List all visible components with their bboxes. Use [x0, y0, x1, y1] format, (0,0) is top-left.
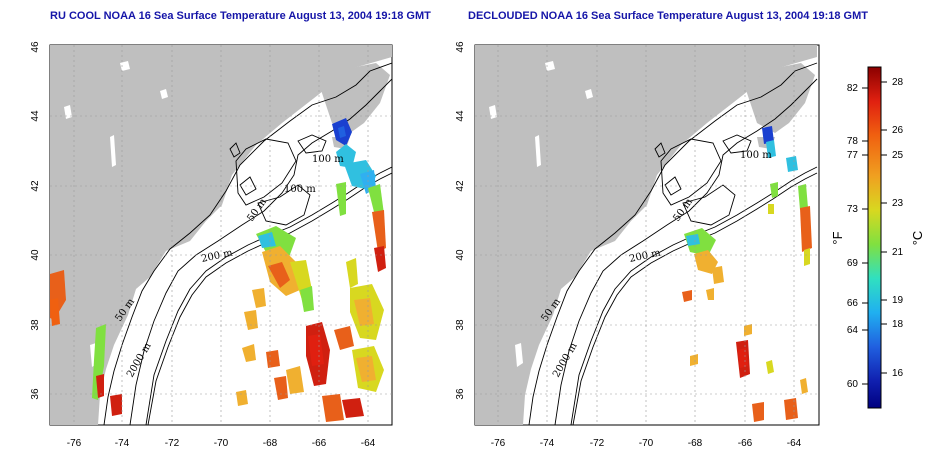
celsius-ticks: 28 26 25 23 21 19 18 16 — [881, 77, 904, 379]
x-tick-label: -76 — [67, 438, 82, 449]
celsius-tick-label: 28 — [892, 77, 904, 88]
x-tick-label: -74 — [540, 438, 555, 449]
left-panel-title: RU COOL NOAA 16 Sea Surface Temperature … — [50, 10, 431, 22]
x-tick-label: -76 — [491, 438, 506, 449]
x-tick-label: -72 — [590, 438, 605, 449]
y-tick-label: 36 — [455, 388, 466, 400]
celsius-tick-label: 18 — [892, 319, 904, 330]
fahrenheit-tick-label: 66 — [847, 298, 859, 309]
fahrenheit-unit-label: °F — [830, 231, 845, 244]
x-tick-label: -64 — [787, 438, 802, 449]
x-tick-label: -66 — [312, 438, 327, 449]
celsius-tick-label: 25 — [892, 150, 904, 161]
right-y-axis-ticks: 46 44 42 40 38 36 — [455, 41, 466, 400]
y-tick-label: 40 — [30, 249, 41, 261]
y-tick-label: 36 — [30, 388, 41, 400]
x-tick-label: -70 — [639, 438, 654, 449]
y-tick-label: 42 — [30, 180, 41, 192]
contour-label: 100 m — [740, 150, 772, 161]
celsius-tick-label: 16 — [892, 368, 904, 379]
left-sst-pixels — [50, 118, 386, 422]
y-tick-label: 44 — [30, 110, 41, 122]
left-y-axis-ticks: 46 44 42 40 38 36 — [30, 41, 41, 400]
celsius-unit-label: °C — [910, 231, 925, 246]
fahrenheit-tick-label: 60 — [847, 379, 859, 390]
celsius-tick-label: 21 — [892, 247, 904, 258]
temperature-colorbar: 82 78 77 73 69 66 64 60 28 26 25 23 21 1… — [830, 66, 925, 409]
left-grid — [50, 45, 392, 425]
x-tick-label: -68 — [688, 438, 703, 449]
x-tick-label: -66 — [738, 438, 753, 449]
y-tick-label: 46 — [30, 41, 41, 53]
celsius-tick-label: 19 — [892, 295, 904, 306]
fahrenheit-ticks: 82 78 77 73 69 66 64 60 — [847, 83, 868, 390]
x-tick-label: -68 — [263, 438, 278, 449]
right-map-panel: 100 m 50 m 200 m 50 m 2000 m -76 -74 -72… — [455, 41, 820, 449]
fahrenheit-tick-label: 73 — [847, 204, 859, 215]
celsius-tick-label: 23 — [892, 198, 904, 209]
y-tick-label: 38 — [455, 319, 466, 331]
x-tick-label: -70 — [214, 438, 229, 449]
x-tick-label: -64 — [361, 438, 376, 449]
fahrenheit-tick-label: 64 — [847, 325, 859, 336]
y-tick-label: 38 — [30, 319, 41, 331]
fahrenheit-tick-label: 69 — [847, 258, 859, 269]
right-x-axis-ticks: -76 -74 -72 -70 -68 -66 -64 — [491, 438, 802, 449]
fahrenheit-tick-label: 82 — [847, 83, 859, 94]
celsius-tick-label: 26 — [892, 125, 904, 136]
fahrenheit-tick-label: 77 — [847, 150, 859, 161]
left-x-axis-ticks: -76 -74 -72 -70 -68 -66 -64 — [67, 438, 376, 449]
contour-label: 100 m — [284, 184, 316, 195]
x-tick-label: -74 — [115, 438, 130, 449]
right-grid — [475, 45, 819, 425]
right-panel-title: DECLOUDED NOAA 16 Sea Surface Temperatur… — [468, 10, 868, 22]
y-tick-label: 44 — [455, 110, 466, 122]
x-tick-label: -72 — [165, 438, 180, 449]
y-tick-label: 40 — [455, 249, 466, 261]
fahrenheit-tick-label: 78 — [847, 136, 859, 147]
y-tick-label: 46 — [455, 41, 466, 53]
contour-label: 100 m — [312, 154, 344, 165]
y-tick-label: 42 — [455, 180, 466, 192]
colorbar-gradient — [867, 66, 882, 409]
left-map-panel: 100 m 100 m 50 m 200 m 50 m 2000 m -76 -… — [30, 41, 393, 449]
